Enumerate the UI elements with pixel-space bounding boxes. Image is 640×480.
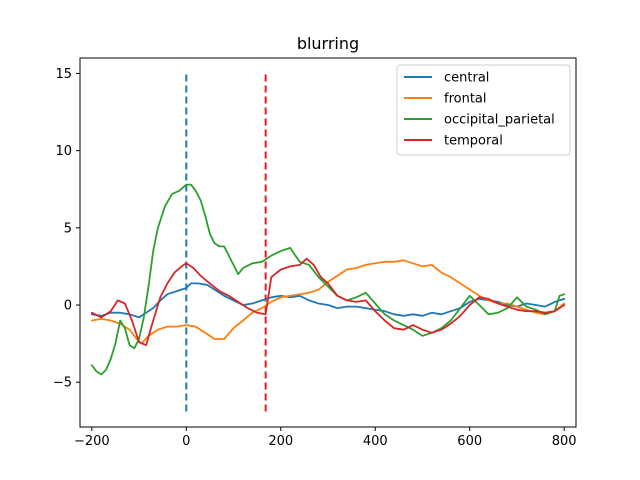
x-tick-label: 400 xyxy=(363,434,388,449)
data-layer xyxy=(90,73,566,412)
chart-title: blurring xyxy=(297,34,359,53)
axes-frame xyxy=(79,57,577,428)
x-tick-label: 0 xyxy=(182,434,190,449)
y-tick-label: 5 xyxy=(64,221,72,236)
legend-label-occipital-parietal: occipital_parietal xyxy=(444,113,555,128)
legend-label-temporal: temporal xyxy=(444,134,503,149)
legend: central frontal occipital_parietal temporal xyxy=(396,64,571,156)
y-tick-label: −5 xyxy=(53,376,72,391)
axes: −200 0 200 400 600 800 −5 0 5 10 15 xyxy=(53,57,577,449)
legend-label-frontal: frontal xyxy=(444,92,487,107)
legend-box xyxy=(396,64,571,156)
y-tick-label: 10 xyxy=(55,144,72,159)
series-line-central xyxy=(90,282,566,319)
series-line-temporal xyxy=(90,257,566,347)
plot-area xyxy=(90,73,566,412)
x-tick-label: −200 xyxy=(74,434,110,449)
y-tick-label: 15 xyxy=(55,67,72,82)
y-tick-label: 0 xyxy=(64,299,72,314)
x-tick-label: 200 xyxy=(268,434,293,449)
series-line-occipital-parietal xyxy=(90,183,566,376)
x-tick-label: 800 xyxy=(552,434,577,449)
legend-label-central: central xyxy=(444,71,489,86)
x-tick-label: 600 xyxy=(457,434,482,449)
